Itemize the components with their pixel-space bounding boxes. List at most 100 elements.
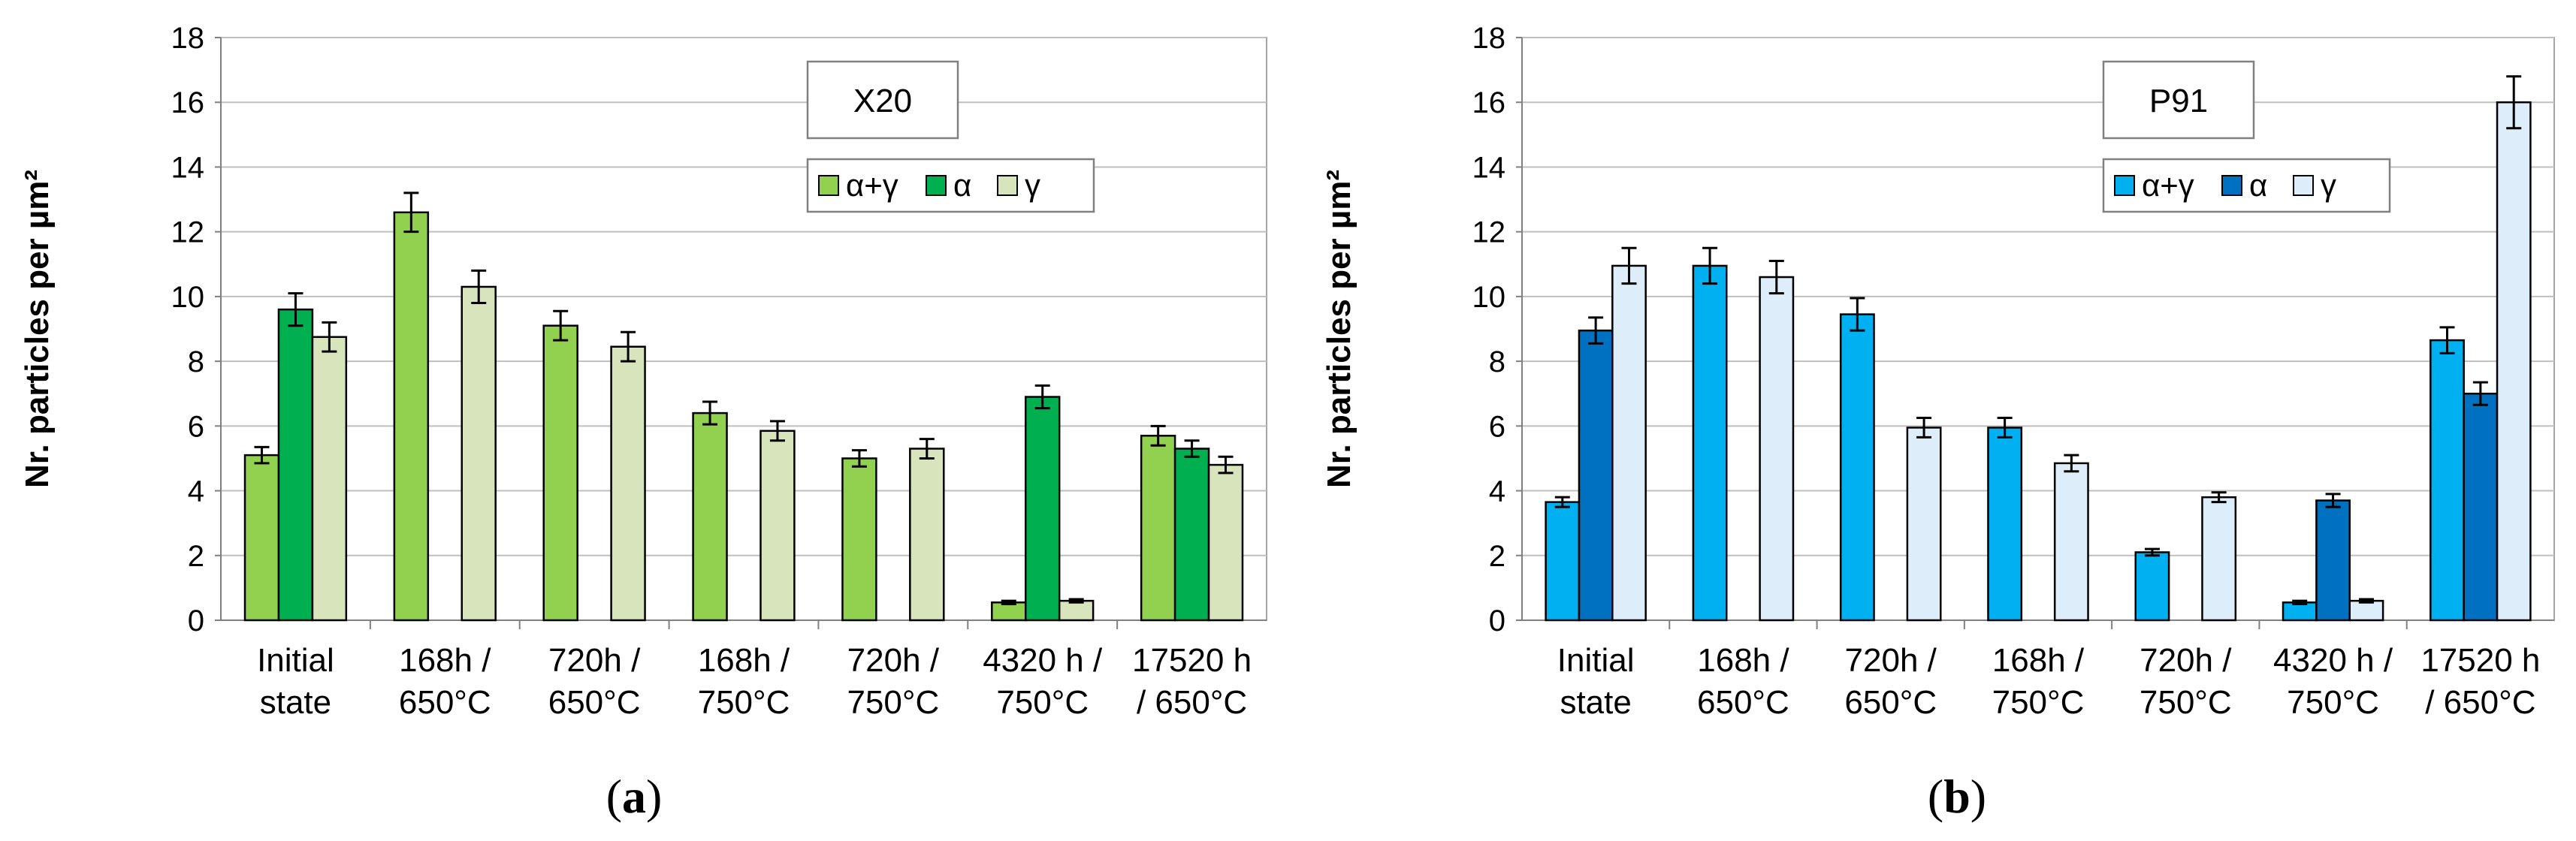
legend — [2102, 158, 2391, 213]
y-tick-label: 16 — [171, 86, 205, 119]
x-tick-label: 720h / 650°C — [548, 642, 641, 721]
x-tick-label-line: 4320 h / — [983, 642, 1103, 679]
bar — [2348, 599, 2384, 622]
x-tick-label: 168h / 750°C — [1992, 642, 2085, 721]
bar — [1987, 427, 2023, 622]
x-tick-label-line: 17520 h — [2420, 642, 2540, 679]
bar — [1058, 599, 1095, 622]
legend-label: α — [2249, 167, 2267, 203]
x-tick-label-line: 650°C — [548, 684, 641, 721]
panel-label-close: ) — [1971, 770, 1986, 823]
bar — [1759, 276, 1795, 622]
x-tick-label-line: 17520 h — [1132, 642, 1252, 679]
y-tick-label: 6 — [188, 410, 204, 443]
y-axis-title: Nr. particles per µm² — [1321, 170, 1357, 488]
x-tick-label-line: 720h / — [548, 642, 641, 679]
bar — [277, 308, 314, 622]
x-tick-label-line: 750°C — [1992, 684, 2085, 721]
x-tick-label-line: Initial — [1557, 642, 1635, 679]
y-tick-label: 4 — [1489, 475, 1505, 508]
y-tick-label: 18 — [171, 22, 205, 55]
chart-title: P91 — [2149, 83, 2208, 119]
x-tick-label-line: 650°C — [399, 684, 491, 721]
x-tick-label-line: state — [260, 684, 331, 721]
legend-swatch — [997, 175, 1018, 196]
bar — [461, 285, 497, 622]
x-tick-label: 168h / 650°C — [1697, 642, 1789, 721]
y-tick-label: 10 — [171, 281, 205, 314]
bar — [909, 448, 945, 622]
legend-label: α+γ — [846, 167, 898, 203]
legend-swatch — [2293, 175, 2314, 196]
plot-area — [1521, 37, 2555, 621]
x-tick-label-line: 750°C — [847, 684, 939, 721]
y-tick-label: 18 — [1472, 22, 1506, 55]
x-tick-label-line: 720h / — [847, 642, 940, 679]
plot-area — [220, 37, 1267, 621]
bar — [2134, 551, 2170, 622]
x-tick-label-line: / 650°C — [1137, 684, 1247, 721]
bar — [1545, 501, 1581, 622]
y-tick-label: 2 — [1489, 540, 1505, 573]
x-tick-label: 168h / 650°C — [399, 642, 491, 721]
bar — [1140, 435, 1176, 622]
panel-label: (a) — [606, 770, 663, 823]
bar — [692, 411, 728, 622]
y-tick-label: 12 — [171, 216, 205, 249]
bar — [1024, 396, 1061, 622]
bar — [2315, 499, 2351, 622]
x-tick-label-line: 720h / — [1845, 642, 1937, 679]
chart-title: X20 — [853, 83, 912, 119]
y-tick-label: 14 — [171, 151, 205, 184]
title-box — [806, 60, 959, 140]
x-tick-label-line: 650°C — [1697, 684, 1789, 721]
y-tick-label: 0 — [1489, 604, 1505, 638]
panel-label-close: ) — [646, 770, 662, 823]
x-tick-label: 17520 h / 650°C — [2420, 642, 2540, 721]
x-tick-label: 720h / 750°C — [2140, 642, 2232, 721]
panel-label-letter: a — [622, 770, 646, 823]
x-tick-label: Initial state — [1557, 642, 1635, 721]
bar — [1906, 427, 1942, 622]
x-tick-label-line: 720h / — [2140, 642, 2232, 679]
x-tick-label-line: 4320 h / — [2273, 642, 2393, 679]
bar — [1692, 264, 1728, 622]
x-tick-label-line: 750°C — [996, 684, 1089, 721]
bar — [2463, 392, 2499, 622]
x-tick-label-line: 650°C — [1844, 684, 1937, 721]
y-tick-label: 8 — [188, 345, 204, 378]
legend-swatch — [2221, 175, 2242, 196]
x-tick-label-line: / 650°C — [2425, 684, 2535, 721]
x-tick-label: 4320 h / 750°C — [2273, 642, 2393, 721]
bar — [2496, 101, 2532, 622]
x-tick-label-line: 168h / — [399, 642, 491, 679]
y-tick-label: 8 — [1489, 345, 1505, 378]
x-tick-label: 168h / 750°C — [698, 642, 790, 721]
x-tick-label-line: state — [1560, 684, 1631, 721]
x-tick-label: 4320 h / 750°C — [983, 642, 1103, 721]
y-tick-label: 10 — [1472, 281, 1506, 314]
x-tick-label-line: Initial — [257, 642, 334, 679]
title-box — [2102, 60, 2255, 140]
bar — [1839, 313, 1875, 622]
bar — [841, 457, 877, 622]
x-tick-label-line: 168h / — [1992, 642, 2085, 679]
bar — [1578, 329, 1614, 622]
bar — [1173, 448, 1210, 622]
bar — [393, 211, 430, 622]
x-tick-label-line: 750°C — [698, 684, 790, 721]
bar — [760, 430, 796, 622]
panel-label-letter: b — [1943, 770, 1971, 823]
legend-swatch — [818, 175, 839, 196]
x-tick-label-line: 168h / — [1697, 642, 1789, 679]
bar — [2053, 462, 2089, 622]
x-tick-label: 17520 h / 650°C — [1132, 642, 1252, 721]
panel-label-open: ( — [606, 770, 622, 823]
bar — [1207, 463, 1244, 622]
panel-label: (b) — [1928, 770, 1986, 823]
y-tick-label: 12 — [1472, 216, 1506, 249]
y-tick-label: 16 — [1472, 86, 1506, 119]
